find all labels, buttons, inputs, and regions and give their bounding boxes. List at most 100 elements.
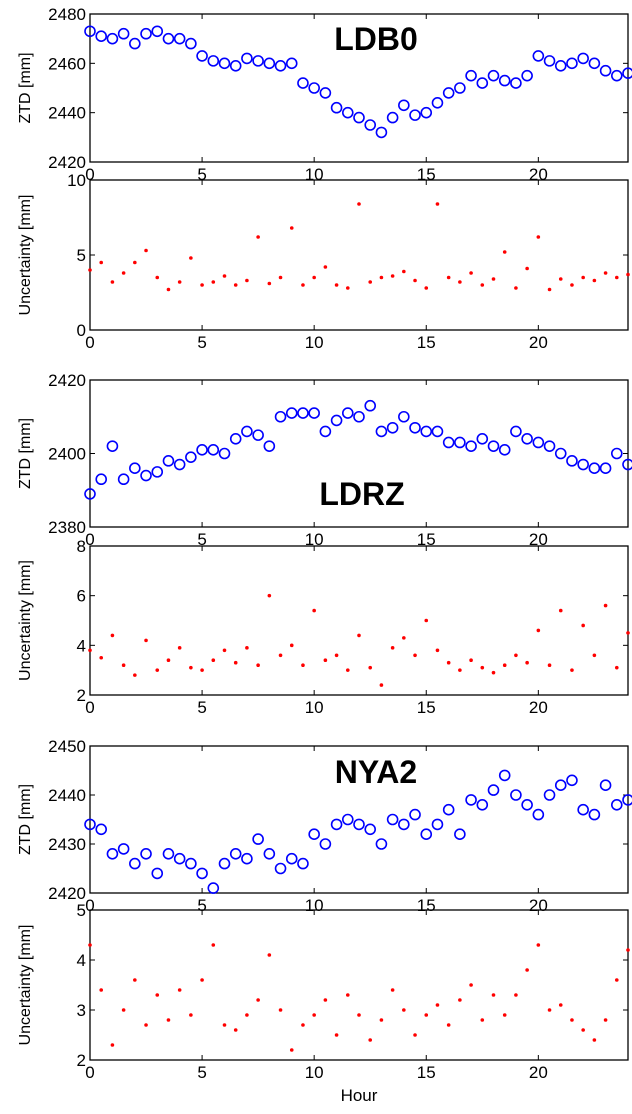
data-point: [409, 421, 421, 434]
data-point: [263, 440, 276, 452]
data-point: [536, 628, 541, 633]
data-point: [334, 1033, 339, 1037]
y-axis-label: Uncertainty [mm]: [17, 560, 34, 681]
data-point: [375, 425, 388, 438]
data-point: [151, 867, 164, 880]
data-point: [357, 633, 361, 638]
data-point: [491, 993, 496, 997]
data-point: [543, 440, 556, 452]
data-point: [514, 993, 518, 997]
data-point: [207, 444, 220, 456]
data-point: [256, 663, 260, 667]
data-point: [398, 410, 410, 423]
data-point: [121, 1008, 126, 1012]
data-point: [487, 784, 500, 796]
data-point: [577, 52, 589, 65]
data-point: [442, 436, 455, 449]
data-point: [465, 794, 477, 806]
data-point: [110, 280, 115, 284]
data-point: [218, 447, 231, 460]
data-point: [581, 623, 585, 628]
data-point: [498, 769, 511, 782]
data-point: [301, 283, 305, 287]
data-point: [424, 618, 429, 623]
y-tick-label: 2460: [48, 54, 86, 73]
data-point: [341, 407, 354, 419]
data-point: [106, 440, 119, 452]
panel-2: 0 5 10 15 20 0 5 10 Uncertainty [mm]: [17, 171, 630, 352]
panel-3: 0 5 10 15 20 2380 2400 2420 ZTD [mm] LDRZ: [17, 371, 632, 549]
data-point: [614, 275, 619, 280]
data-point: [413, 278, 417, 283]
data-point: [592, 278, 597, 283]
data-point: [267, 281, 272, 286]
data-point: [274, 862, 287, 875]
data-point: [95, 823, 108, 836]
data-point: [581, 1028, 585, 1032]
data-point: [502, 250, 507, 254]
data-point: [278, 275, 283, 280]
data-point: [390, 988, 395, 992]
data-point: [480, 1018, 485, 1022]
data-point: [155, 668, 160, 672]
data-point: [162, 847, 175, 860]
data-point: [577, 803, 589, 816]
x-axis-label: Hour: [341, 1086, 378, 1105]
y-tick-label: 2: [77, 1051, 86, 1070]
data-point: [166, 287, 171, 292]
data-point: [218, 57, 231, 70]
data-point: [252, 55, 264, 67]
data-point: [442, 87, 455, 99]
x-tick-label: 15: [417, 333, 436, 352]
data-point: [592, 653, 597, 658]
y-tick-label: 2440: [48, 786, 86, 805]
data-point: [626, 272, 630, 277]
data-point: [435, 202, 440, 206]
x-tick-label: 0: [85, 530, 94, 549]
data-point: [95, 473, 108, 486]
data-point: [525, 660, 529, 665]
data-point: [110, 633, 115, 638]
data-point: [177, 988, 182, 992]
data-point: [558, 608, 563, 613]
data-point: [514, 653, 518, 658]
data-point: [155, 275, 160, 280]
data-point: [431, 97, 444, 109]
data-point: [476, 432, 489, 445]
series-points: [84, 399, 632, 500]
data-point: [162, 32, 175, 45]
data-point: [319, 87, 332, 99]
data-point: [353, 410, 365, 423]
data-point: [514, 286, 518, 290]
data-point: [133, 978, 137, 982]
panel-1: 0 5 10 15 20 2420 2440 2460 2480 ZTD [mm] LDB0: [17, 5, 632, 184]
data-point: [469, 983, 473, 987]
data-point: [543, 55, 556, 67]
data-point: [278, 1008, 283, 1012]
data-point: [278, 653, 283, 658]
data-point: [465, 69, 477, 82]
data-point: [353, 111, 365, 124]
data-point: [476, 77, 489, 89]
data-point: [420, 106, 433, 119]
data-point: [256, 998, 260, 1002]
data-point: [599, 779, 612, 792]
data-point: [173, 458, 186, 471]
data-point: [121, 271, 126, 275]
data-point: [117, 843, 130, 855]
y-tick-label: 10: [67, 171, 86, 190]
panel-title: LDRZ: [319, 476, 404, 512]
data-point: [196, 867, 208, 880]
data-point: [133, 260, 137, 265]
data-point: [480, 665, 485, 670]
data-point: [603, 271, 608, 275]
data-point: [413, 1033, 417, 1037]
x-tick-label: 15: [417, 530, 436, 549]
data-point: [330, 101, 343, 114]
data-point: [189, 256, 193, 260]
data-point: [458, 280, 462, 284]
data-point: [547, 663, 552, 667]
data-point: [386, 813, 399, 826]
data-point: [532, 808, 545, 821]
